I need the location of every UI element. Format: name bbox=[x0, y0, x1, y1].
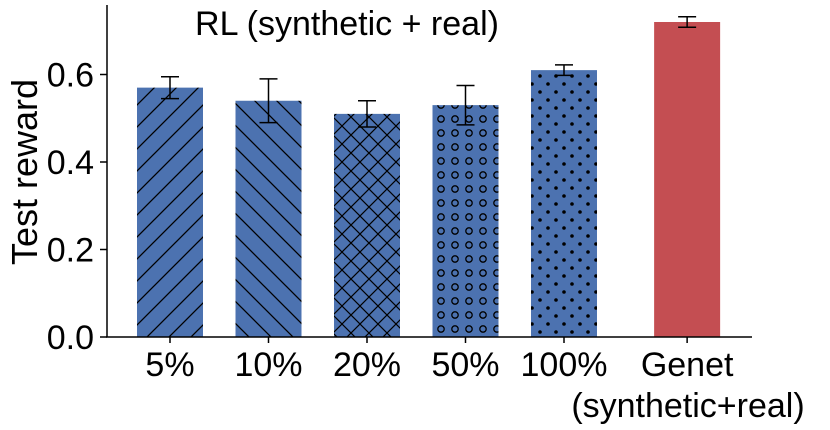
bar-20pct bbox=[334, 113, 400, 337]
bar-10pct bbox=[235, 100, 302, 337]
x-tick-label-50pct: 50% bbox=[431, 346, 499, 384]
bar-50pct bbox=[432, 105, 499, 337]
y-tick-label-1: 0.2 bbox=[47, 232, 94, 270]
y-tick-label-0: 0.0 bbox=[47, 319, 94, 357]
bars-group bbox=[137, 22, 721, 337]
x-tick-label-100pct: 100% bbox=[521, 346, 608, 384]
bar-5pct bbox=[137, 87, 203, 337]
x-tick-label-5pct: 5% bbox=[145, 346, 194, 384]
x-tick-label-10pct: 10% bbox=[234, 346, 302, 384]
error-bars-group bbox=[161, 16, 697, 128]
y-tick-label-3: 0.6 bbox=[47, 57, 94, 95]
chart-title: RL (synthetic + real) bbox=[195, 5, 499, 43]
x-labels-group: 5% 10% 20% 50% 100% Genet bbox=[145, 337, 734, 384]
y-ticks-group: 0.0 0.2 0.4 0.6 bbox=[47, 57, 107, 357]
x-tick-label-genet: Genet bbox=[641, 346, 734, 384]
bar-genet bbox=[654, 22, 721, 337]
y-tick-label-2: 0.4 bbox=[47, 144, 94, 182]
x-category-sublabel: (synthetic+real) bbox=[571, 387, 804, 425]
x-tick-label-20pct: 20% bbox=[333, 346, 401, 384]
bar-100pct bbox=[531, 70, 597, 337]
y-axis-label: Test reward bbox=[4, 79, 45, 265]
